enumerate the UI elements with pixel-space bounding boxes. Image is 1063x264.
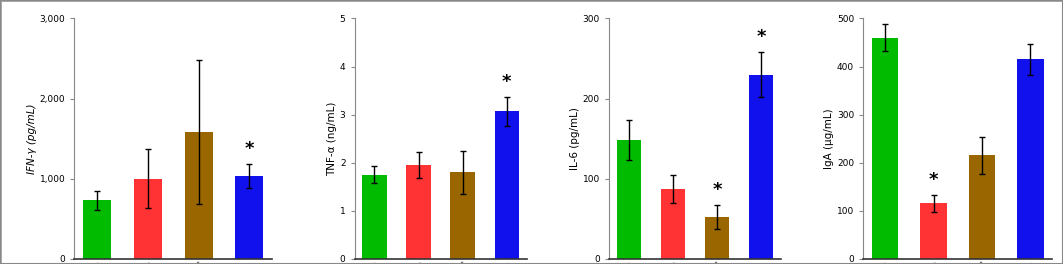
Bar <box>748 74 773 259</box>
Bar <box>83 200 112 259</box>
Bar <box>451 172 475 259</box>
Bar <box>362 175 387 259</box>
Bar <box>705 217 729 259</box>
Text: *: * <box>244 140 254 158</box>
Bar <box>185 132 213 259</box>
Bar <box>921 204 947 259</box>
Bar <box>968 155 995 259</box>
Bar <box>134 179 162 259</box>
Bar <box>1017 59 1044 259</box>
Y-axis label: IL-6 (pg/mL): IL-6 (pg/mL) <box>570 107 579 170</box>
Text: *: * <box>712 181 722 199</box>
Bar <box>406 165 431 259</box>
Bar <box>872 38 898 259</box>
Y-axis label: IFN-γ (pg/mL): IFN-γ (pg/mL) <box>27 103 37 174</box>
Bar <box>494 111 519 259</box>
Bar <box>235 176 264 259</box>
Text: *: * <box>756 28 765 46</box>
Bar <box>661 189 685 259</box>
Text: *: * <box>502 73 511 91</box>
Text: *: * <box>929 171 939 189</box>
Y-axis label: TNF-α (ng/mL): TNF-α (ng/mL) <box>327 101 337 176</box>
Bar <box>617 140 641 259</box>
Y-axis label: IgA (μg/mL): IgA (μg/mL) <box>824 108 834 169</box>
